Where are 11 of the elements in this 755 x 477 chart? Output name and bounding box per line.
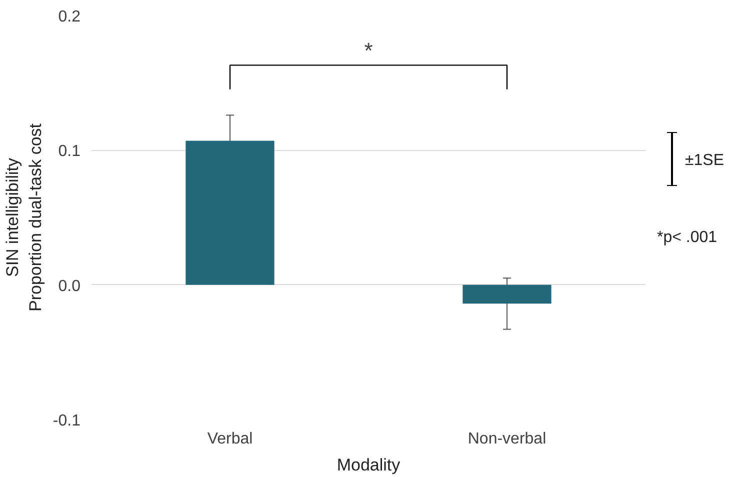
x-tick-label: Non-verbal: [468, 430, 546, 448]
x-tick-label: Verbal: [207, 430, 253, 448]
y-axis-title: SIN intelligibility Proportion dual-task cost: [3, 123, 45, 312]
text: ±1SE: [685, 151, 724, 171]
y-tick-label: 0.1: [58, 143, 81, 160]
y-tick-label: 0.2: [58, 8, 81, 26]
text: *p< .001: [657, 228, 718, 248]
y-tick-label: -0.1: [52, 412, 81, 430]
annotation: *: [364, 38, 374, 64]
y-tick-label: 0.0: [58, 278, 81, 295]
x-axis-title: Modality: [336, 456, 401, 474]
